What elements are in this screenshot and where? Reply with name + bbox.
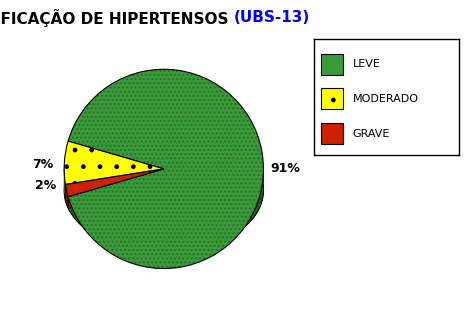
Wedge shape: [66, 169, 164, 197]
Text: 2%: 2%: [35, 179, 56, 192]
Text: GRAVE: GRAVE: [353, 129, 390, 139]
Wedge shape: [68, 69, 263, 269]
Bar: [321, 123, 343, 144]
Text: MODERADO: MODERADO: [353, 94, 419, 104]
Polygon shape: [68, 169, 164, 208]
Polygon shape: [66, 169, 164, 201]
Text: 91%: 91%: [271, 162, 300, 175]
Bar: [321, 54, 343, 75]
Polygon shape: [68, 171, 263, 252]
Text: 7%: 7%: [32, 158, 53, 171]
Ellipse shape: [64, 129, 263, 252]
Wedge shape: [64, 141, 164, 185]
Text: CLASSIFICAÇÃO DE HIPERTENSOS: CLASSIFICAÇÃO DE HIPERTENSOS: [0, 9, 234, 27]
Polygon shape: [66, 179, 68, 208]
Bar: [321, 89, 343, 109]
Text: (UBS-13): (UBS-13): [234, 10, 310, 25]
Text: LEVE: LEVE: [353, 59, 380, 69]
Polygon shape: [64, 169, 66, 201]
Polygon shape: [66, 169, 164, 201]
Polygon shape: [68, 169, 164, 208]
